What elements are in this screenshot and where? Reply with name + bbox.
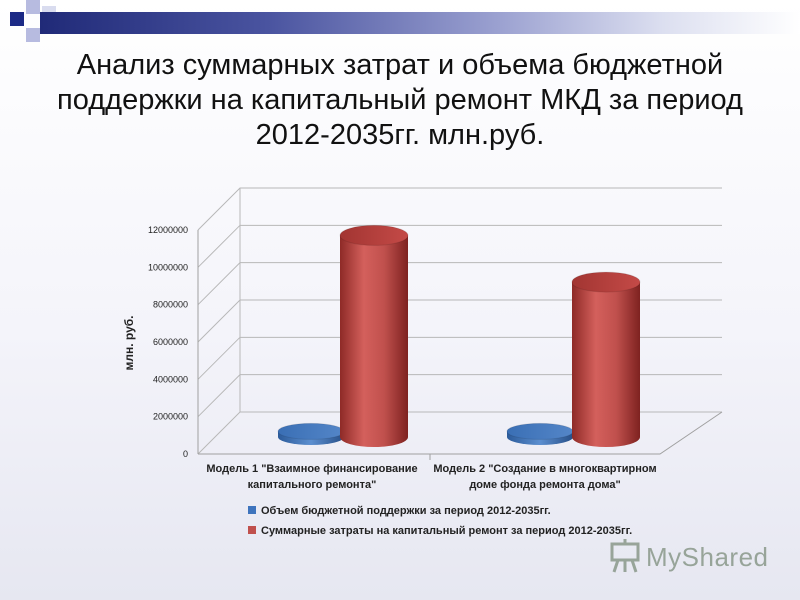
- gridline: [197, 224, 722, 268]
- y-axis-title: млн. руб.: [122, 315, 136, 370]
- costs-cylinder: [571, 271, 641, 447]
- legend-label: Объем бюджетной поддержки за период 2012…: [261, 505, 551, 517]
- gridline: [197, 374, 722, 418]
- budget-cylinder: [506, 422, 574, 445]
- cylinder-top: [506, 422, 574, 440]
- gridline: [197, 299, 722, 343]
- cylinder-body: [572, 282, 640, 447]
- cylinder-top: [277, 422, 345, 440]
- legend-swatch: [248, 526, 256, 534]
- square-lavender: [26, 0, 40, 14]
- y-tick-label: 6000000: [153, 337, 188, 347]
- y-tick-label: 0: [183, 449, 188, 459]
- gridline: [197, 187, 722, 231]
- gridline: [197, 262, 722, 306]
- category-label: Модель 2 "Создание в многоквартирном: [433, 463, 656, 475]
- y-tick-label: 8000000: [153, 300, 188, 310]
- costs-cylinder: [339, 224, 409, 447]
- cylinder-top: [571, 271, 641, 293]
- y-tick-label: 10000000: [148, 262, 188, 272]
- cylinder-top: [339, 224, 409, 246]
- square-lavender-2: [26, 28, 40, 42]
- watermark-text: MyShared: [646, 542, 769, 572]
- y-tick-label: 4000000: [153, 374, 188, 384]
- category-label: Модель 1 "Взаимное финансирование: [206, 463, 417, 475]
- watermark-logo: MyShared: [608, 538, 778, 574]
- y-tick-label: 12000000: [148, 225, 188, 235]
- gridline: [197, 411, 722, 455]
- y-tick-label: 2000000: [153, 412, 188, 422]
- category-label: капитального ремонта": [248, 479, 377, 491]
- gridline: [197, 336, 722, 380]
- cylinder-body: [340, 235, 408, 447]
- legend-swatch: [248, 506, 256, 514]
- floor-edge: [198, 411, 723, 455]
- budget-cylinder: [277, 422, 345, 445]
- category-label: доме фонда ремонта дома": [469, 479, 620, 491]
- slide-title: Анализ суммарных затрат и объема бюджетн…: [57, 49, 743, 151]
- presentation-board-icon: [610, 539, 640, 573]
- square-navy: [10, 12, 24, 26]
- header-gradient-bar: [40, 12, 800, 34]
- legend-label: Суммарные затраты на капитальный ремонт …: [261, 525, 632, 537]
